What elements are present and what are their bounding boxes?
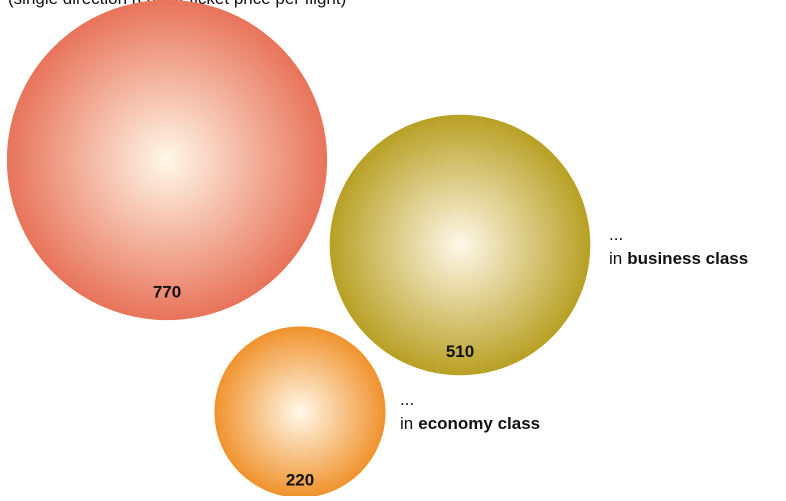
annotation-ellipsis: ... [609, 225, 623, 244]
annotation-emphasis: business class [627, 249, 748, 268]
annotation-ellipsis: ... [400, 390, 414, 409]
value-label: 510 [446, 342, 474, 361]
bubble [214, 326, 386, 498]
value-label: 770 [153, 283, 181, 302]
annotation-prefix: in [400, 414, 413, 433]
annotation: in economy class [400, 414, 540, 433]
annotation-prefix: in [609, 249, 622, 268]
bubble [329, 114, 591, 376]
value-label: 220 [286, 471, 314, 490]
annotation: in business class [609, 249, 748, 268]
bubble [6, 0, 328, 321]
annotation-emphasis: economy class [418, 414, 540, 433]
